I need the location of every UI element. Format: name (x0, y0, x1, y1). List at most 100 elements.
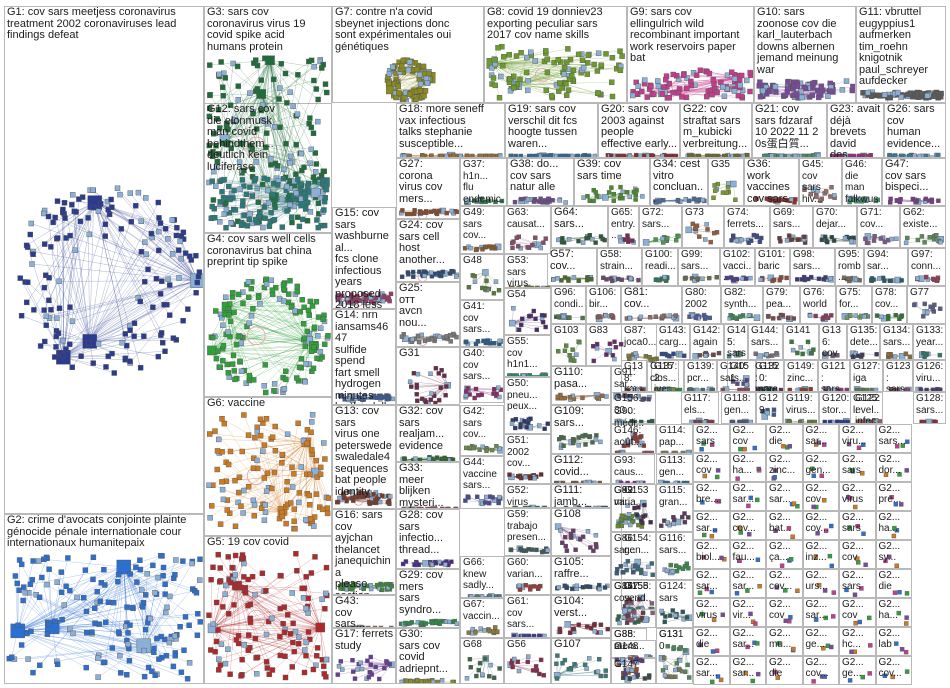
vertex-g30-25 (408, 679, 413, 683)
vertex-g2-82 (115, 571, 122, 578)
vertex-g8-15 (565, 46, 571, 52)
vertex-g8-54 (584, 60, 591, 66)
vertex-g6-27 (223, 478, 230, 484)
vertex-g1-81 (90, 204, 97, 211)
vertex-g1-44 (165, 276, 171, 282)
vertex-g4-149 (269, 287, 276, 293)
vertex-g31-9 (423, 399, 429, 404)
vertex-g6-50 (279, 513, 286, 520)
vertex-g21-8 (816, 153, 821, 157)
vertex-g6-87 (245, 432, 252, 438)
vertex-g8-97 (598, 62, 605, 68)
vertex-g6-114 (239, 448, 245, 455)
vertex-g11-39 (887, 94, 893, 101)
group-panel-g50: G50: pneu... peux... (504, 377, 551, 434)
vertex-g5-45 (290, 639, 296, 646)
vertex-g44-15 (496, 500, 501, 505)
vertex-g3-113 (323, 89, 330, 96)
vertex-g38-19 (512, 199, 518, 205)
vertex-g51-16 (532, 476, 537, 481)
edge-g2-130 (17, 590, 71, 632)
vertex-g3-152 (216, 71, 222, 78)
vertex-g6-79 (225, 461, 232, 468)
vertex-g2-10 (160, 564, 167, 571)
vertex-g10-58 (785, 79, 791, 85)
vertex-g9-23 (670, 71, 676, 78)
vertex-g2-101 (177, 623, 183, 630)
vertex-g5-134 (266, 671, 272, 678)
vertex-g47-10 (888, 196, 893, 202)
vertex-g39-10 (609, 185, 614, 190)
vertex-g5-92 (223, 582, 229, 589)
group-panel-g42: G42: sars cov... (460, 405, 504, 456)
vertex-g25-17 (415, 333, 421, 339)
vertex-g5-41 (238, 673, 244, 679)
group-label-g38: G38: do... cov sars natur alle (510, 158, 559, 193)
vertex-g12-55 (219, 189, 225, 195)
vertex-g8-91 (517, 76, 523, 83)
vertex-g1-129 (18, 313, 25, 319)
vertex-g51-9 (538, 472, 544, 477)
vertex-g6-74 (212, 428, 218, 434)
vertex-g5-130 (239, 656, 245, 663)
vertex-g48-10 (491, 291, 497, 296)
vertex-g12-89 (212, 214, 218, 221)
vertex-g50-5 (512, 425, 518, 431)
vertex-g2-112 (147, 615, 153, 622)
vertex-g13-47 (367, 501, 372, 506)
group-label-g27: G27: corona virus cov mers... (399, 158, 443, 205)
vertex-g38-9 (519, 196, 524, 202)
vertex-g6-58 (325, 495, 331, 501)
vertex-g6-25 (224, 507, 230, 513)
edge-g1-145 (89, 228, 122, 342)
edge-g2-94 (17, 579, 33, 631)
vertex-g5-113 (282, 674, 289, 681)
vertex-g38-4 (557, 198, 562, 203)
vertex-g6-32 (250, 497, 257, 504)
group-label-g24: G24: cov sars cell host another... (399, 219, 445, 266)
vertex-g6-73 (319, 506, 326, 513)
vertex-g5-60 (225, 646, 231, 653)
vertex-g6-71 (208, 503, 215, 509)
vertex-g5-106 (291, 648, 297, 655)
vertex-g17-1 (335, 672, 340, 677)
group-panel-g14: G14: nrn iansams46 47 sulfide spend fart… (332, 309, 396, 405)
vertex-g2-103 (197, 556, 203, 562)
group-label-g30: G30: sars cov covid adriepnt... (399, 628, 448, 675)
vertex-g24-26 (422, 269, 428, 275)
vertex-g1-139 (193, 252, 199, 259)
vertex-g29-22 (434, 620, 439, 626)
vertex-g8-93 (568, 72, 575, 79)
vertex-g4-52 (317, 325, 324, 332)
vertex-g6-68 (219, 486, 226, 493)
edge-g1-61 (89, 292, 197, 342)
vertex-g2-39 (18, 561, 25, 568)
group-label-g43: G43: cov sars... (335, 595, 365, 628)
vertex-g2-62 (172, 572, 178, 578)
edge-g1-28 (49, 280, 198, 319)
vertex-g5-31 (215, 551, 221, 558)
vertex-g17-13 (350, 658, 355, 663)
vertex-g4-130 (283, 368, 289, 374)
group-label-g49: G49: sars cov... (463, 207, 487, 241)
vertex-g3-70 (322, 81, 329, 87)
group-panel-g1: G1: cov sars meetjess coronavirus treatm… (4, 6, 204, 514)
vertex-g7-83 (395, 83, 401, 90)
vertex-g12-100 (216, 218, 223, 225)
vertex-g2-123 (115, 629, 122, 635)
group-label-g42: G42: sars cov... (463, 406, 487, 440)
vertex-g9-71 (735, 92, 742, 99)
vertex-g29-25 (407, 621, 413, 626)
vertex-g5-18 (323, 564, 330, 571)
vertex-g5-9 (208, 577, 214, 583)
vertex-g2-119 (90, 554, 97, 560)
vertex-g1-58 (158, 330, 165, 336)
vertex-g5-2 (315, 622, 326, 633)
vertex-g5-97 (208, 647, 214, 653)
vertex-g6-13 (236, 489, 242, 496)
vertex-g10-68 (760, 87, 766, 94)
vertex-g31-20 (407, 379, 413, 384)
vertex-g7-92 (416, 71, 423, 78)
vertex-g6-77 (284, 478, 290, 485)
vertex-g6-107 (264, 470, 271, 476)
